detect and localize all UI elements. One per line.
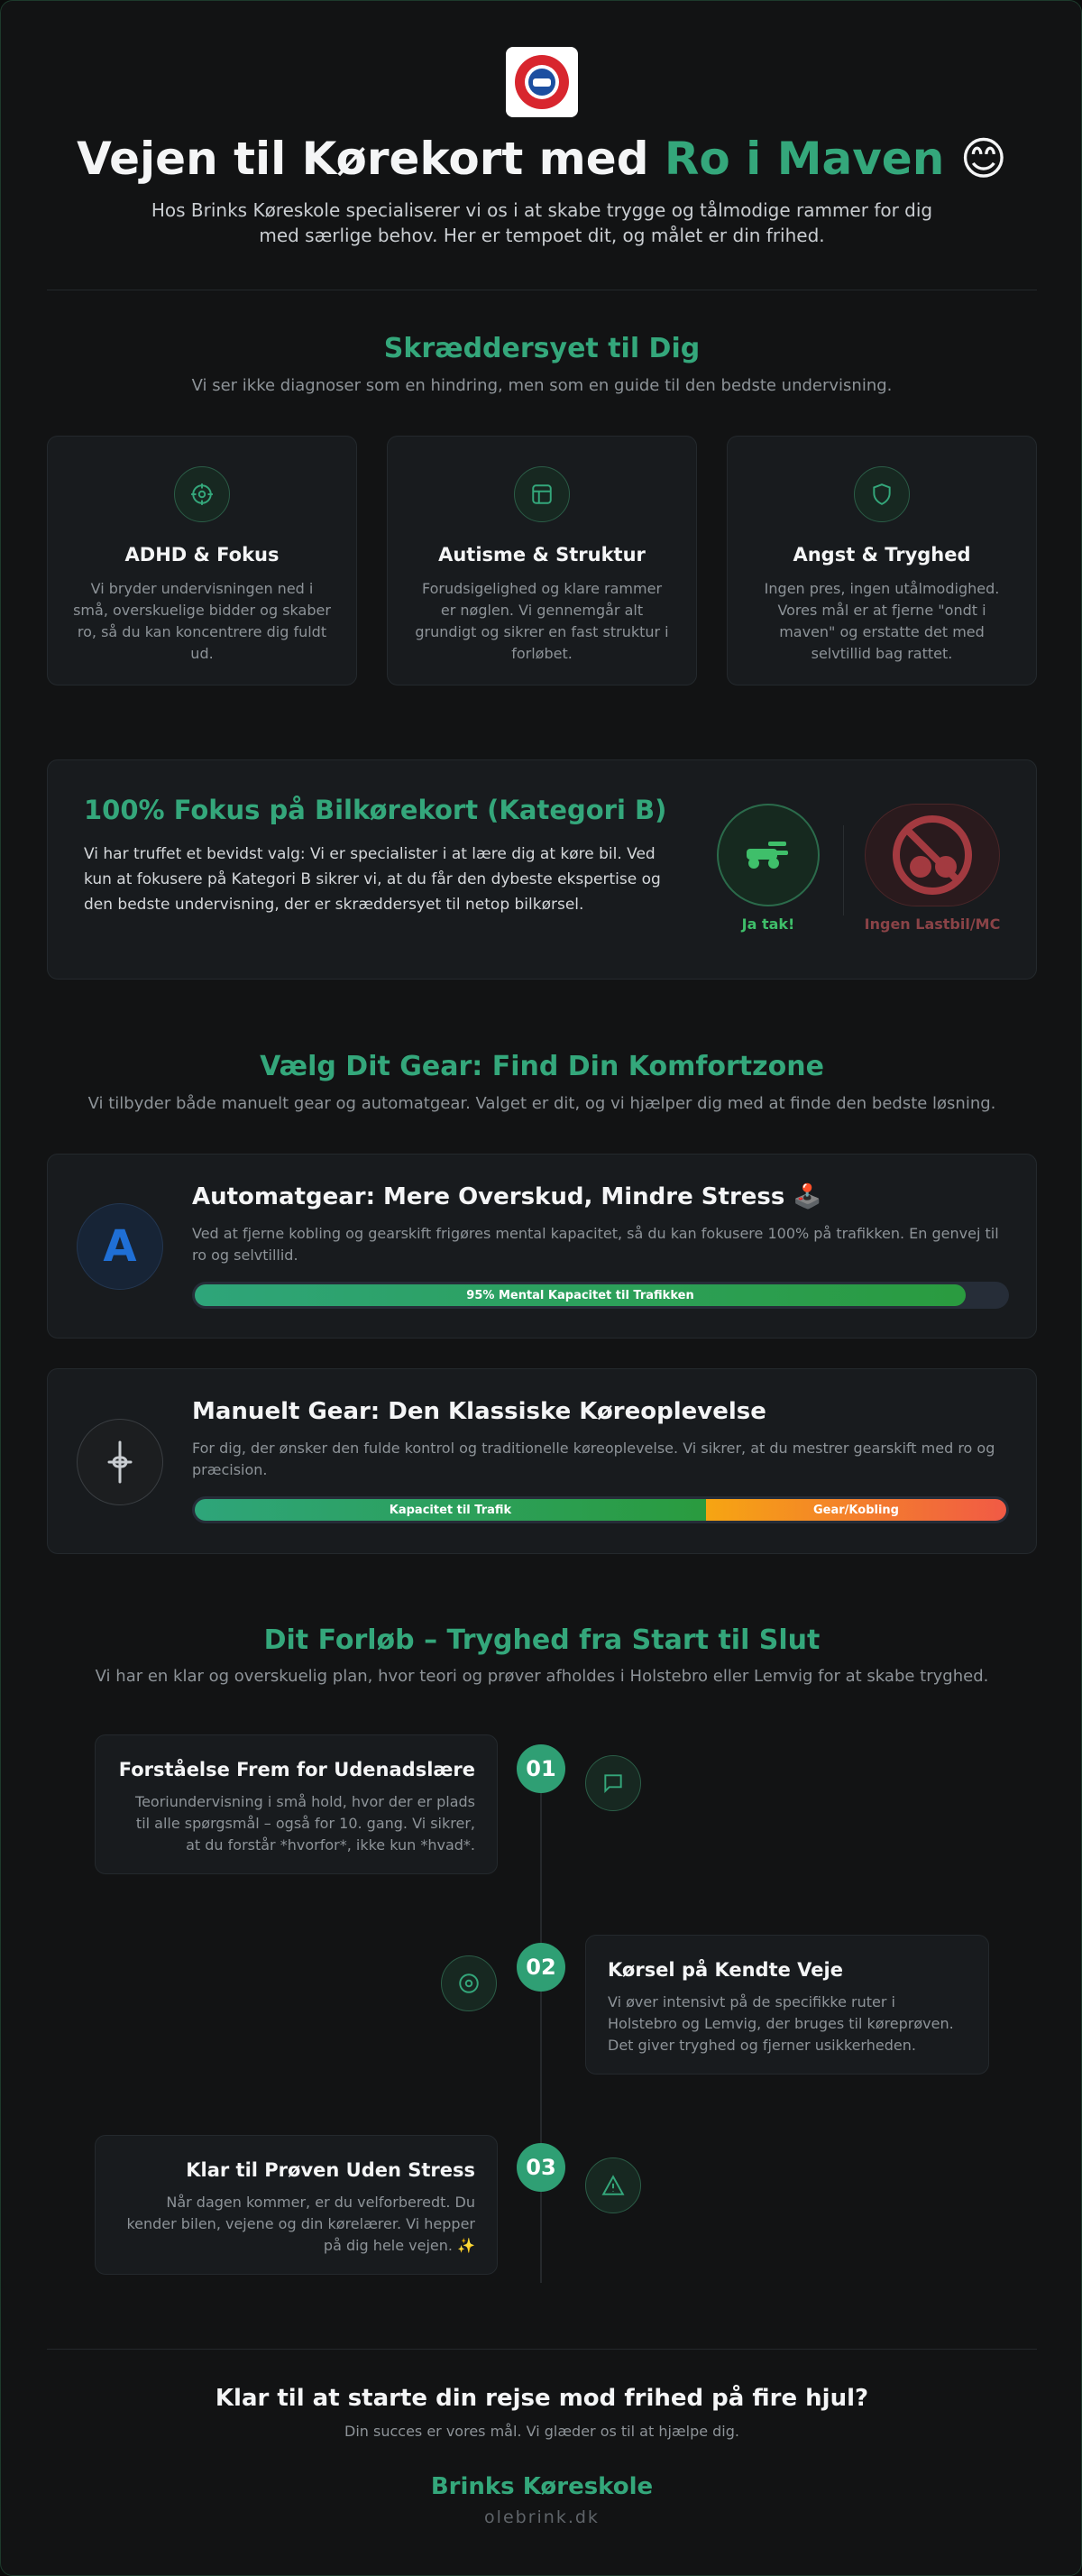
focus-box: 100% Fokus på Bilkørekort (Kategori B) V…	[47, 759, 1037, 980]
section-subtitle: Vi ser ikke diagnoser som en hindring, m…	[191, 376, 893, 395]
section-subtitle: Vi har en klar og overskuelig plan, hvor…	[95, 1667, 989, 1686]
segment-label: Gear/Kobling	[813, 1503, 899, 1517]
service-card: Autisme & Struktur Forudsigelighed og kl…	[387, 436, 697, 685]
progress-label: 95% Mental Kapacitet til Trafikken	[466, 1288, 694, 1302]
card-icon	[854, 466, 910, 522]
section-title: Dit Forløb – Tryghed fra Start til Slut	[263, 1624, 821, 1656]
bar-segment: Gear/Kobling	[706, 1499, 1006, 1521]
step-text: Når dagen kommer, er du velforberedt. Du…	[126, 2194, 475, 2254]
gear-card: Manuelt Gear: Den Klassiske Køreoplevels…	[47, 1368, 1037, 1554]
segment-label: Kapacitet til Trafik	[389, 1503, 512, 1517]
cta-title: Klar til at starte din rejse mod frihed …	[215, 2385, 869, 2412]
step-icon	[585, 1755, 641, 1811]
step-title: Kørsel på Kendte Veje	[608, 1959, 843, 1981]
no-icon	[865, 804, 1000, 906]
progress-fill: 95% Mental Kapacitet til Trafikken	[195, 1284, 966, 1306]
step-number: 03	[517, 2143, 565, 2192]
service-card: ADHD & Fokus Vi bryder undervisningen ne…	[47, 436, 357, 685]
step-icon	[585, 2157, 641, 2213]
gear-icon: A	[77, 1203, 163, 1290]
title-highlight: Ro i Maven	[664, 133, 945, 185]
card-text: Ingen pres, ingen utålmodighed. Vores må…	[764, 580, 1000, 662]
gear-icon	[77, 1419, 163, 1505]
timeline-line	[540, 1769, 542, 2283]
step-title: Forståelse Frem for Udenadslære	[118, 1759, 475, 1780]
step-text: Teoriundervisning i små hold, hvor der e…	[135, 1793, 475, 1854]
divider	[47, 2349, 1037, 2350]
service-card: Angst & Tryghed Ingen pres, ingen utålmo…	[727, 436, 1037, 685]
step-title: Klar til Prøven Uden Stress	[186, 2159, 475, 2181]
gear-text: For dig, der ønsker den fulde kontrol og…	[192, 1440, 995, 1478]
card-text: Forudsigelighed og klare rammer er nøgle…	[415, 580, 669, 662]
step-card: Forståelse Frem for Udenadslære Teoriunde…	[95, 1734, 498, 1874]
gear-title: Manuelt Gear: Den Klassiske Køreoplevels…	[192, 1398, 766, 1425]
bar-segment: Kapacitet til Trafik	[195, 1499, 706, 1521]
card-icon	[514, 466, 570, 522]
section-title: Vælg Dit Gear: Find Din Komfortzone	[260, 1051, 824, 1082]
yes-label: Ja tak!	[741, 915, 795, 933]
card-title: Autisme & Struktur	[438, 544, 646, 566]
progress-track: 95% Mental Kapacitet til Trafikken	[192, 1282, 1009, 1309]
title-text: Vejen til Kørekort med	[77, 133, 665, 185]
step-text: Vi øver intensivt på de specifikke ruter…	[608, 1993, 954, 2054]
card-title: ADHD & Fokus	[124, 544, 280, 566]
step-number: 01	[517, 1744, 565, 1793]
card-icon	[174, 466, 230, 522]
card-title: Angst & Tryghed	[793, 544, 971, 566]
intro: Hos Brinks Køreskole specialiserer vi os…	[151, 199, 933, 246]
card-text: Vi bryder undervisningen ned i små, over…	[73, 580, 331, 662]
logo-badge	[515, 55, 569, 109]
no-label: Ingen Lastbil/MC	[864, 915, 1001, 933]
yes-icon	[717, 804, 820, 906]
step-card: Kørsel på Kendte Veje Vi øver intensivt p…	[585, 1935, 989, 2075]
title-emoji: 😊	[959, 133, 1007, 185]
gear-title: Automatgear: Mere Overskud, Mindre Stres…	[192, 1183, 822, 1210]
main-title: Vejen til Kørekort med Ro i Maven 😊	[1, 133, 1082, 185]
logo	[506, 47, 578, 117]
cards: ADHD & Fokus Vi bryder undervisningen ne…	[47, 436, 1037, 685]
url: olebrink.dk	[484, 2507, 600, 2527]
section-subtitle: Vi tilbyder både manuelt gear og automat…	[87, 1094, 996, 1113]
focus-text: Vi har truffet et bevidst valg: Vi er sp…	[84, 845, 661, 914]
step-icon	[441, 1955, 497, 2011]
gear-text: Ved at fjerne kobling og gearskift frigø…	[192, 1225, 999, 1264]
focus-title: 100% Fokus på Bilkørekort (Kategori B)	[84, 795, 667, 825]
step-card: Klar til Prøven Uden Stress Når dagen kom…	[95, 2135, 498, 2275]
separator	[843, 825, 844, 915]
cta-subtitle: Din succes er vores mål. Vi glæder os ti…	[344, 2423, 739, 2440]
section-title: Skræddersyet til Dig	[383, 333, 701, 364]
progress-track: Kapacitet til Trafik Gear/Kobling	[192, 1496, 1009, 1523]
brand: Brinks Køreskole	[430, 2473, 654, 2500]
step-number: 02	[517, 1943, 565, 1992]
gear-card: A Automatgear: Mere Overskud, Mindre Str…	[47, 1154, 1037, 1339]
